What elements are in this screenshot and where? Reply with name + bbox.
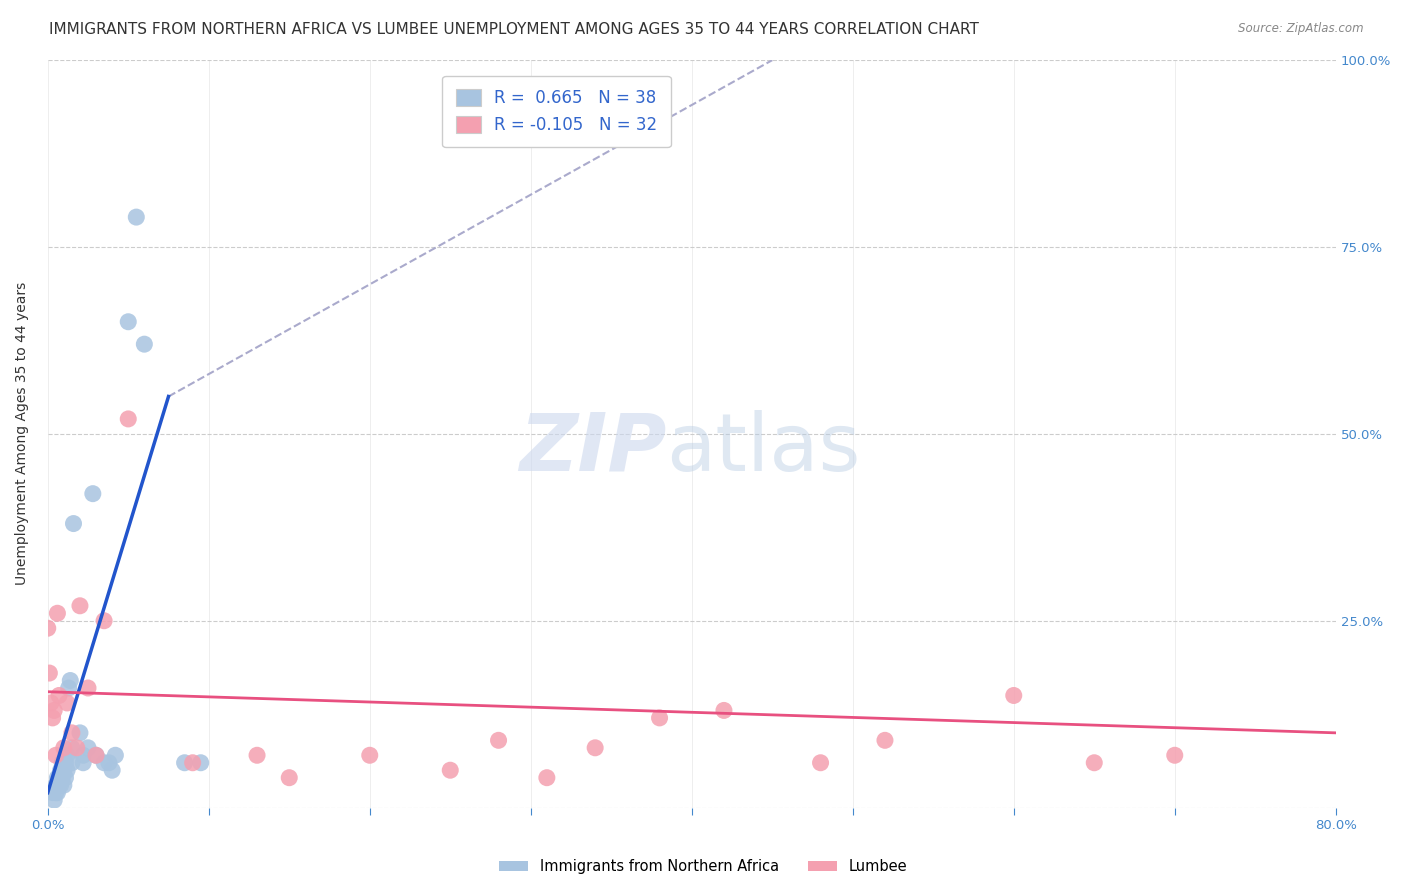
Point [583, 740, 606, 755]
Text: ZIP: ZIP [519, 409, 666, 488]
Point [60, 756, 83, 770]
Point [72, 748, 94, 763]
Point [1002, 689, 1025, 703]
Legend: R =  0.665   N = 38, R = -0.105   N = 32: R = 0.665 N = 38, R = -0.105 N = 32 [443, 76, 671, 147]
Point [41, 711, 63, 725]
Point [55, 756, 77, 770]
Point [41, 786, 63, 800]
Point [46, 771, 69, 785]
Point [49, 763, 72, 777]
Point [101, 763, 124, 777]
Point [56, 748, 79, 763]
Text: Source: ZipAtlas.com: Source: ZipAtlas.com [1239, 22, 1364, 36]
Point [82, 486, 104, 500]
Point [48, 689, 70, 703]
Point [97, 756, 120, 770]
Point [84, 748, 107, 763]
Point [62, 516, 84, 531]
Point [93, 756, 115, 770]
Point [52, 740, 75, 755]
Point [60, 740, 83, 755]
Point [66, 740, 89, 755]
Point [38, 666, 60, 681]
Y-axis label: Unemployment Among Ages 35 to 44 years: Unemployment Among Ages 35 to 44 years [15, 282, 30, 585]
Point [44, 793, 66, 807]
Point [536, 771, 558, 785]
Text: atlas: atlas [666, 409, 860, 488]
Point [45, 748, 67, 763]
Point [439, 763, 461, 777]
Point [39, 696, 62, 710]
Point [49, 778, 72, 792]
Point [278, 771, 301, 785]
Point [45, 786, 67, 800]
Point [60, 726, 83, 740]
Point [72, 756, 94, 770]
Point [181, 756, 204, 770]
Point [77, 740, 100, 755]
Point [46, 786, 69, 800]
Point [359, 748, 381, 763]
Point [52, 763, 75, 777]
Point [55, 771, 77, 785]
Point [104, 748, 127, 763]
Text: IMMIGRANTS FROM NORTHERN AFRICA VS LUMBEE UNEMPLOYMENT AMONG AGES 35 TO 44 YEARS: IMMIGRANTS FROM NORTHERN AFRICA VS LUMBE… [49, 22, 979, 37]
Point [84, 748, 107, 763]
Point [69, 599, 91, 613]
Legend: Immigrants from Northern Africa, Lumbee: Immigrants from Northern Africa, Lumbee [494, 854, 912, 880]
Point [810, 756, 832, 770]
Point [173, 756, 195, 770]
Point [873, 733, 896, 747]
Point [48, 778, 70, 792]
Point [46, 607, 69, 621]
Point [52, 778, 75, 792]
Point [45, 778, 67, 792]
Point [77, 681, 100, 695]
Point [48, 771, 70, 785]
Point [488, 733, 510, 747]
Point [125, 210, 148, 224]
Point [56, 696, 79, 710]
Point [190, 756, 212, 770]
Point [69, 726, 91, 740]
Point [93, 614, 115, 628]
Point [713, 703, 735, 717]
Point [51, 771, 73, 785]
Point [44, 703, 66, 717]
Point [117, 315, 139, 329]
Point [37, 621, 59, 635]
Point [56, 763, 79, 777]
Point [246, 748, 269, 763]
Point [1164, 748, 1187, 763]
Point [648, 711, 671, 725]
Point [134, 337, 156, 351]
Point [117, 412, 139, 426]
Point [1083, 756, 1105, 770]
Point [58, 681, 80, 695]
Point [59, 673, 82, 688]
Point [51, 756, 73, 770]
